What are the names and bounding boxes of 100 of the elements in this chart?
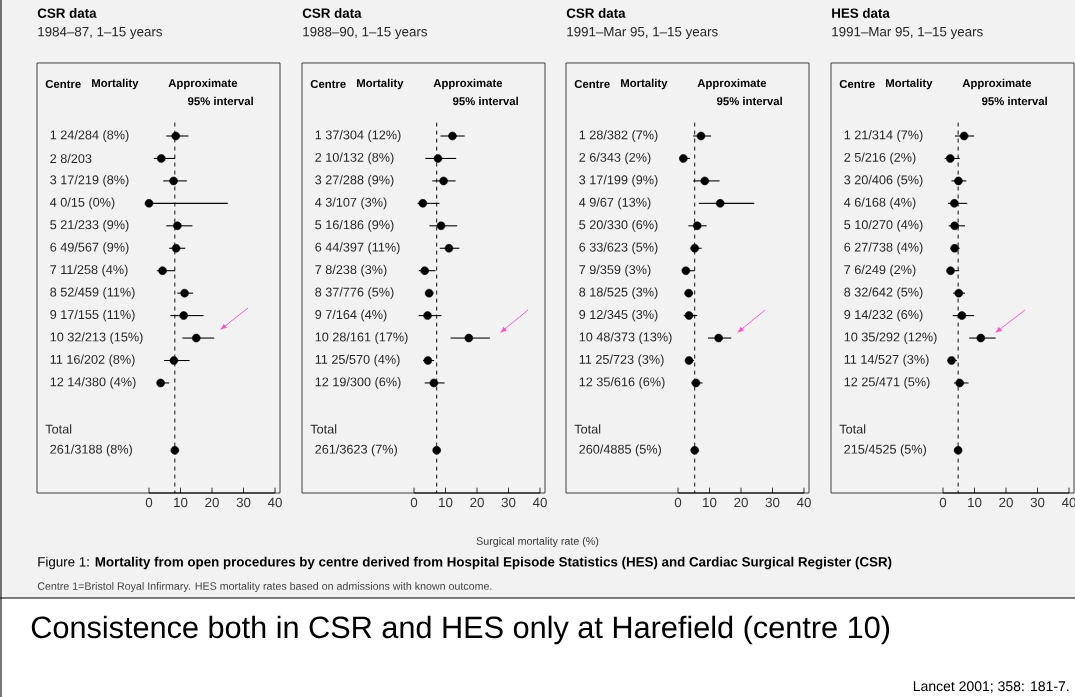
text: Approximate <box>433 78 503 90</box>
y-tick-label: 260/4885 (5%) <box>579 444 661 457</box>
y-tick-label: 4 3/107 (3%) <box>315 197 387 210</box>
point <box>432 446 441 455</box>
point <box>444 243 454 253</box>
x-tick-label: 20 <box>205 497 219 508</box>
point <box>954 176 963 186</box>
chart-title: CSR data <box>302 8 362 18</box>
y-tick-label: 2 6/343 (2%) <box>579 152 651 165</box>
point <box>700 176 710 186</box>
y-tick-label: 2 8/203 <box>50 153 92 164</box>
y-tick-label: 3 20/406 (5%) <box>844 175 923 187</box>
text: Lancet 2001; 358: 181-7. <box>913 681 1069 693</box>
y-tick-label: 1 37/304 (12%) <box>315 130 401 142</box>
y-tick-label: 12 14/380 (4%) <box>50 377 136 389</box>
y-tick-label: 12 25/471 (5%) <box>844 377 930 389</box>
text: Mortality <box>357 78 404 90</box>
y-tick-label: 12 35/616 (6%) <box>579 377 665 389</box>
point <box>144 199 154 208</box>
text: 95% interval <box>452 96 518 106</box>
point <box>691 378 701 388</box>
x-tick-label: 40 <box>267 497 282 508</box>
text: Centre <box>45 79 81 88</box>
y-tick-label: 5 16/186 (9%) <box>315 219 394 232</box>
point <box>171 131 181 141</box>
y-tick-label: 9 12/345 (3%) <box>579 309 658 322</box>
chart-title: CSR data <box>37 8 97 18</box>
y-tick-label: 5 10/270 (4%) <box>844 219 923 232</box>
y-tick-label: 7 6/249 (2%) <box>844 264 916 277</box>
y-tick-label: 6 27/738 (4%) <box>844 242 923 255</box>
y-tick-label: 4 6/168 (4%) <box>844 197 916 210</box>
y-tick-label: 3 17/219 (8%) <box>50 175 129 187</box>
y-tick-label: 6 33/623 (5%) <box>579 242 658 255</box>
point <box>173 221 182 231</box>
y-tick-label: 6 44/397 (11%) <box>315 242 400 255</box>
x-tick-label: 10 <box>968 497 982 508</box>
x-tick-label: 10 <box>703 497 717 508</box>
point <box>957 311 967 320</box>
point <box>448 131 457 141</box>
text: Centre <box>310 79 346 88</box>
x-tick-label: 10 <box>174 497 188 508</box>
y-tick-label: 5 21/233 (9%) <box>50 219 129 232</box>
y-tick-label: 215/4525 (5%) <box>844 444 926 457</box>
chart-subtitle: 1991–Mar 95, 1–15 years <box>567 26 718 40</box>
y-tick-label: 11 16/202 (8%) <box>50 354 135 367</box>
y-tick-label: 2 10/132 (8%) <box>315 152 394 165</box>
y-tick-label: 10 32/213 (15%) <box>50 332 143 344</box>
text: Centre <box>839 79 875 88</box>
y-tick-label: 3 27/288 (9%) <box>315 175 394 187</box>
point <box>679 154 688 163</box>
y-tick-label: 9 7/164 (4%) <box>315 309 387 322</box>
text: 95% interval <box>187 96 253 106</box>
text: Approximate <box>697 78 767 90</box>
x-tick-label: 30 <box>501 497 516 508</box>
x-tick-label: 30 <box>1030 497 1045 508</box>
y-tick-label: 12 19/300 (6%) <box>315 377 401 389</box>
text: Mortality <box>621 78 668 90</box>
y-tick-label: 8 37/776 (5%) <box>315 287 394 300</box>
point <box>696 131 706 141</box>
text: Mortality <box>92 78 139 90</box>
text: Total <box>574 424 601 434</box>
point <box>681 266 691 275</box>
point <box>959 131 969 141</box>
point <box>423 356 433 365</box>
point <box>976 333 986 343</box>
point <box>950 243 959 253</box>
point <box>424 288 434 298</box>
point <box>429 378 439 388</box>
x-tick-label: 0 <box>674 497 682 508</box>
chart-title: HES data <box>832 8 890 18</box>
y-tick-label: 11 14/527 (3%) <box>844 354 929 367</box>
x-tick-label: 40 <box>796 497 811 508</box>
text: 95% interval <box>716 96 782 106</box>
point <box>954 288 964 298</box>
text: 95% interval <box>981 96 1047 106</box>
point <box>714 333 723 343</box>
text: Centre 1=Bristol Royal Infirmary. HES mortality rates based on admissions with known outcome. <box>37 582 492 592</box>
text: Total <box>45 424 72 434</box>
y-tick-label: 9 14/232 (6%) <box>844 309 923 322</box>
x-tick-label: 20 <box>470 497 484 508</box>
y-tick-label: 1 21/314 (7%) <box>844 130 923 142</box>
y-tick-label: 1 28/382 (7%) <box>579 130 658 142</box>
y-tick-label: 1 24/284 (8%) <box>50 130 129 142</box>
point <box>169 176 178 186</box>
x-tick-label: 0 <box>410 497 418 508</box>
y-tick-label: 7 9/359 (3%) <box>579 264 651 277</box>
y-tick-label: 4 0/15 (0%) <box>50 197 115 210</box>
x-tick-label: 40 <box>1061 497 1075 508</box>
point <box>953 446 963 455</box>
x-axis-title: Surgical mortality rate (%) <box>476 537 599 547</box>
chart-subtitle: 1991–Mar 95, 1–15 years <box>832 26 983 40</box>
point <box>179 311 188 320</box>
point <box>433 154 443 163</box>
text: Total <box>839 424 866 434</box>
point <box>690 243 699 253</box>
text: Approximate <box>962 78 1032 90</box>
point <box>191 333 201 343</box>
chart-title: CSR data <box>566 8 626 18</box>
point <box>170 446 180 455</box>
x-tick-label: 20 <box>734 497 748 508</box>
